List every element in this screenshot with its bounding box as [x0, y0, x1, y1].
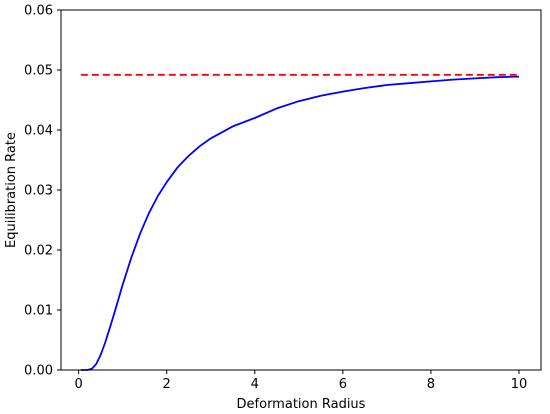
x-tick-label: 8	[427, 377, 435, 392]
x-tick-label: 4	[251, 377, 259, 392]
series-layer	[80, 73, 520, 371]
y-tick-label: 0.00	[24, 364, 53, 379]
y-tick-label: 0.02	[24, 244, 53, 259]
x-tick-label: 2	[163, 377, 171, 392]
x-axis-label: Deformation Radius	[237, 397, 366, 412]
y-tick-label: 0.04	[24, 124, 53, 139]
y-tick-label: 0.05	[24, 64, 53, 79]
x-tick-label: 6	[339, 377, 347, 392]
equilibration-rate-curve	[80, 75, 520, 371]
x-tick-label: 0	[74, 377, 82, 392]
y-tick-label: 0.01	[24, 304, 53, 319]
plot-frame	[60, 9, 542, 371]
y-axis-label: Equilibration Rate	[4, 132, 19, 248]
x-ticks: 0 2 4 6 8 10	[74, 370, 527, 392]
y-tick-label: 0.06	[24, 4, 53, 19]
y-tick-label: 0.03	[24, 184, 53, 199]
y-ticks: 0.00 0.01 0.02 0.03 0.04 0.05 0.06	[24, 4, 61, 379]
plot-background	[61, 10, 541, 370]
x-tick-label: 10	[511, 377, 528, 392]
